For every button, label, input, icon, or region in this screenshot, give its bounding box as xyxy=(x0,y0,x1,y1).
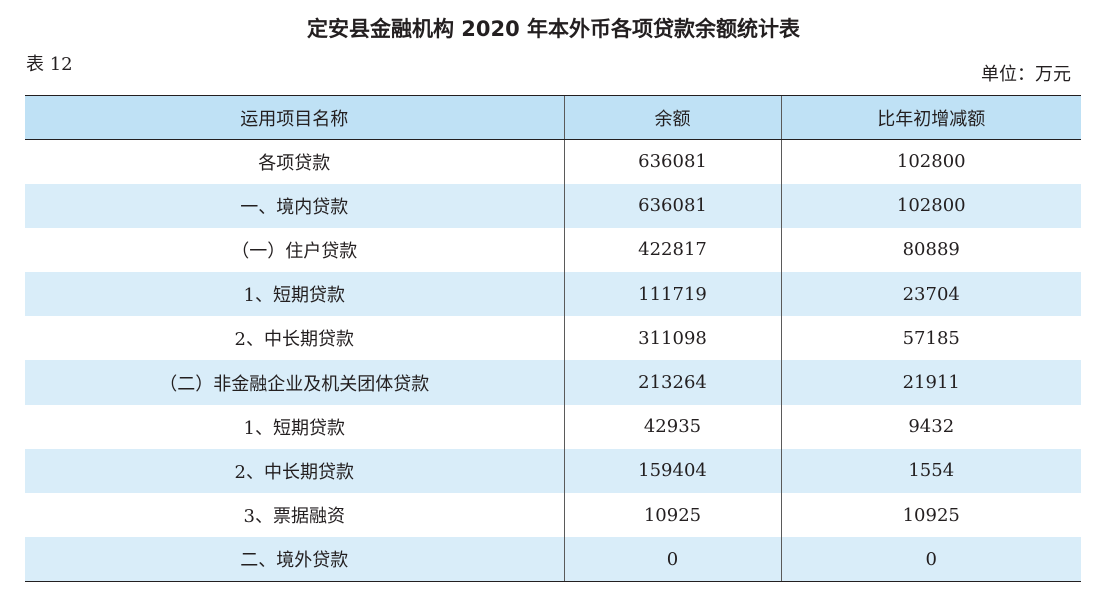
row-balance: 159404 xyxy=(563,448,781,493)
table-row: （一）住户贷款 422817 80889 xyxy=(25,227,1081,273)
loan-balance-table: 运用项目名称 余额 比年初增减额 各项贷款 636081 102800 一、境内… xyxy=(25,95,1081,582)
header-item-name: 运用项目名称 xyxy=(25,95,564,140)
row-balance: 636081 xyxy=(563,183,781,228)
row-change: 102800 xyxy=(780,139,1081,184)
row-change: 102800 xyxy=(780,183,1081,228)
row-name: 2、中长期贷款 xyxy=(234,329,354,351)
row-name: 各项贷款 xyxy=(258,152,331,174)
row-balance: 42935 xyxy=(563,404,781,449)
row-name: 1、短期贷款 xyxy=(243,417,345,439)
row-name: 二、境外贷款 xyxy=(25,537,564,582)
table-row: 二、境外贷款 0 0 xyxy=(25,537,1081,582)
row-name: 2、中长期贷款 xyxy=(234,461,354,483)
table-row: 1、短期贷款 111719 23704 xyxy=(25,272,1081,317)
row-balance: 636081 xyxy=(563,139,781,184)
row-change: 0 xyxy=(780,537,1081,582)
header-change: 比年初增减额 xyxy=(780,95,1081,140)
row-balance: 311098 xyxy=(563,316,781,361)
row-name: 1、短期贷款 xyxy=(243,285,345,307)
table-header-row: 运用项目名称 余额 比年初增减额 xyxy=(25,95,1081,140)
row-change: 80889 xyxy=(780,227,1081,273)
row-change: 1554 xyxy=(780,448,1081,493)
row-balance: 213264 xyxy=(563,360,781,405)
header-balance: 余额 xyxy=(563,95,781,140)
table-row: 各项贷款 636081 102800 xyxy=(25,139,1081,184)
table-row: 2、中长期贷款 159404 1554 xyxy=(25,448,1081,493)
row-change: 9432 xyxy=(780,404,1081,449)
row-name: 3、票据融资 xyxy=(243,506,345,528)
row-change: 10925 xyxy=(780,493,1081,538)
table-row: 1、短期贷款 42935 9432 xyxy=(25,404,1081,449)
row-change: 21911 xyxy=(780,360,1081,405)
row-name: （一）住户贷款 xyxy=(231,240,358,262)
table-row: 一、境内贷款 636081 102800 xyxy=(25,183,1081,228)
row-balance: 10925 xyxy=(563,493,781,538)
page-title: 定安县金融机构 2020 年本外币各项贷款余额统计表 xyxy=(306,17,801,41)
row-change: 23704 xyxy=(780,272,1081,317)
table-row: （二）非金融企业及机关团体贷款 213264 21911 xyxy=(25,360,1081,405)
row-balance: 0 xyxy=(563,537,781,582)
row-balance: 111719 xyxy=(563,272,781,317)
row-change: 57185 xyxy=(780,316,1081,361)
row-name: 一、境内贷款 xyxy=(240,196,349,218)
row-name: （二）非金融企业及机关团体贷款 xyxy=(159,373,430,395)
row-balance: 422817 xyxy=(563,227,781,273)
table-row: 2、中长期贷款 311098 57185 xyxy=(25,316,1081,361)
table-row: 3、票据融资 10925 10925 xyxy=(25,493,1081,538)
table-number: 表 12 xyxy=(26,54,73,75)
unit-label: 单位：万元 xyxy=(981,64,1071,85)
